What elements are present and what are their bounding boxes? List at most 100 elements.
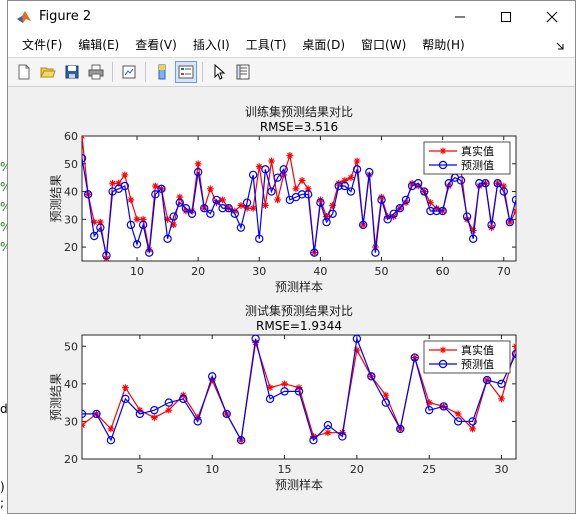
y-axis-label: 预测结果 <box>49 174 63 222</box>
background-code-glyph: d <box>0 402 8 416</box>
minimize-icon <box>455 16 465 17</box>
menu-view[interactable]: 查看(V) <box>135 38 177 52</box>
x-tick-label: 10 <box>205 463 219 476</box>
data-point <box>102 251 111 260</box>
data-point <box>390 213 398 220</box>
data-point <box>200 204 209 213</box>
x-tick-label: 30 <box>252 265 266 278</box>
pointer-button[interactable] <box>208 61 230 83</box>
data-point <box>96 218 104 226</box>
data-point <box>206 185 214 193</box>
data-point <box>396 424 405 434</box>
legend-marker <box>439 346 447 354</box>
data-point <box>365 167 374 177</box>
data-point <box>475 179 484 188</box>
data-point <box>222 409 231 419</box>
maximize-icon <box>501 11 511 22</box>
data-point <box>267 187 276 196</box>
matlab-icon <box>17 10 31 23</box>
data-point <box>122 384 129 392</box>
data-point <box>82 136 86 140</box>
menu-tools[interactable]: 工具(T) <box>245 38 287 52</box>
data-point <box>395 204 405 213</box>
data-point <box>237 202 245 209</box>
data-point <box>420 187 429 196</box>
data-point <box>512 342 516 350</box>
data-point <box>251 335 260 343</box>
print-button[interactable] <box>85 61 107 83</box>
property-inspector-button[interactable] <box>232 61 254 83</box>
save-button[interactable] <box>61 61 83 83</box>
data-point <box>427 199 434 207</box>
figure-canvas: 训练集预测结果对比 RMSE=3.516 10 20 30 40 50 60 70 20 30 40 5… <box>8 87 575 513</box>
background-code-glyph: % <box>0 220 12 234</box>
data-point <box>115 179 123 187</box>
y-tick-label: 30 <box>64 213 78 226</box>
maximize-button[interactable] <box>483 1 529 32</box>
colorbar-button[interactable] <box>151 61 173 83</box>
data-point <box>323 420 333 430</box>
chart-subtitle: RMSE=3.516 <box>260 120 338 134</box>
data-point <box>413 179 423 188</box>
data-point <box>194 160 202 168</box>
open-file-button[interactable] <box>37 61 59 83</box>
title-bar[interactable]: Figure 2 <box>8 1 575 32</box>
data-point <box>213 199 220 207</box>
data-point <box>298 177 306 184</box>
data-point <box>324 429 332 437</box>
data-point <box>151 190 160 199</box>
data-point <box>292 185 300 193</box>
minimize-button[interactable] <box>437 1 483 32</box>
legend-box <box>423 340 511 374</box>
link-plot-button[interactable] <box>118 61 140 83</box>
data-point <box>488 224 495 232</box>
data-point <box>132 240 142 249</box>
data-point <box>334 181 343 191</box>
window-title: Figure 2 <box>39 9 92 24</box>
data-point <box>316 196 324 204</box>
menu-edit[interactable]: 编辑(E) <box>78 38 120 52</box>
data-point <box>133 215 141 223</box>
data-point <box>151 182 159 190</box>
data-point <box>219 196 226 204</box>
data-point <box>92 409 101 419</box>
data-point <box>329 202 337 209</box>
data-point <box>497 379 506 389</box>
background-code-glyph: % <box>0 160 12 174</box>
data-point <box>135 409 145 419</box>
close-button[interactable] <box>529 1 575 32</box>
menu-desktop[interactable]: 桌面(D) <box>302 38 346 52</box>
data-point <box>179 394 188 404</box>
legend-entry: 预测值 <box>461 159 494 172</box>
data-point <box>164 398 173 407</box>
x-tick-label: 70 <box>497 265 511 278</box>
data-point <box>462 212 472 221</box>
data-point <box>297 190 307 199</box>
data-point <box>236 223 246 232</box>
data-point <box>280 387 289 396</box>
data-point <box>389 209 398 218</box>
menu-file[interactable]: 文件(F) <box>22 38 63 52</box>
data-point <box>187 209 197 218</box>
data-point <box>82 154 87 163</box>
data-point <box>335 179 343 187</box>
data-point <box>224 204 233 213</box>
background-code-glyph: % <box>0 180 12 194</box>
x-tick-label: 40 <box>313 265 327 278</box>
data-point <box>236 436 246 445</box>
new-figure-button[interactable] <box>13 61 35 83</box>
data-point <box>487 220 496 230</box>
data-point <box>511 349 516 358</box>
print-icon <box>88 64 104 80</box>
dock-arrow-icon[interactable] <box>555 41 565 51</box>
figure-window: Figure 2 文件(F) 编辑(E) 查看(V) 插入(I) 工具(T) 桌… <box>7 0 576 514</box>
legend-button[interactable] <box>175 61 197 83</box>
menu-window[interactable]: 窗口(W) <box>361 38 407 52</box>
menu-help[interactable]: 帮助(H) <box>422 38 465 52</box>
data-point <box>469 234 478 243</box>
menu-insert[interactable]: 插入(I) <box>192 38 230 52</box>
data-point <box>304 185 312 193</box>
